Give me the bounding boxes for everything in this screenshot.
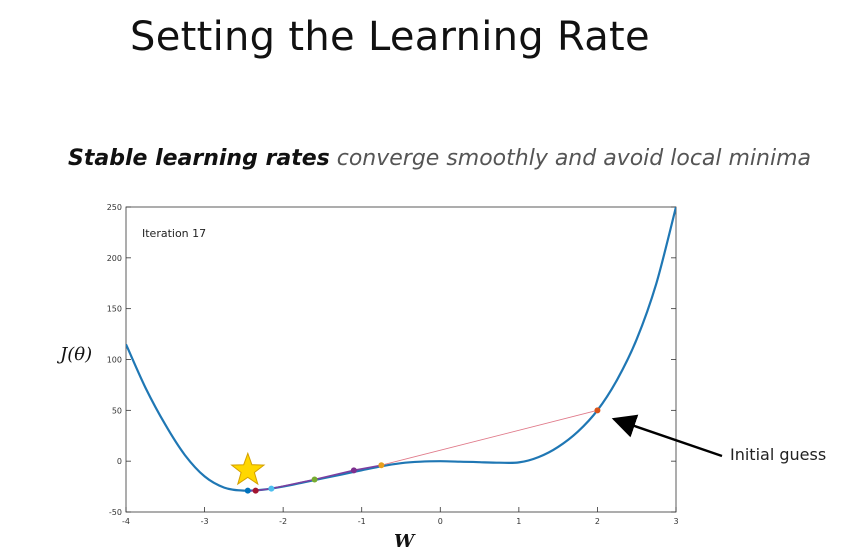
- x-tick-label: 1: [516, 517, 521, 526]
- y-tick-label: 150: [107, 305, 122, 314]
- x-tick-label: 2: [595, 517, 600, 526]
- iterate-point: [350, 467, 357, 474]
- x-axis-label: W: [394, 531, 416, 552]
- x-tick-label: 0: [438, 517, 443, 526]
- y-tick-label: 200: [107, 254, 122, 263]
- x-tick-label: 3: [673, 517, 678, 526]
- iterate-point: [594, 407, 601, 414]
- iterate-point: [311, 476, 318, 483]
- subtitle-emphasis: Stable learning rates: [68, 146, 330, 171]
- y-tick-label: -50: [109, 508, 122, 517]
- iterate-point: [378, 462, 385, 469]
- x-tick-label: -2: [279, 517, 287, 526]
- y-axis-label: J(θ): [56, 344, 92, 365]
- subtitle-rest: converge smoothly and avoid local minima: [329, 146, 812, 171]
- y-tick-label: 250: [107, 203, 122, 212]
- iterate-point: [268, 485, 275, 492]
- callout-label: Initial guess: [730, 445, 826, 464]
- x-tick-label: -4: [122, 517, 130, 526]
- initial-step-line: [381, 409, 598, 466]
- x-tick-label: -1: [358, 517, 366, 526]
- y-tick-label: 100: [107, 356, 122, 365]
- y-tick-label: 50: [112, 406, 122, 415]
- iteration-annotation: Iteration 17: [142, 227, 206, 240]
- callout-arrow: [611, 414, 723, 458]
- iterate-point: [252, 487, 259, 494]
- y-tick-label: 0: [117, 457, 122, 466]
- slide-subtitle: Stable learning rates converge smoothly …: [68, 146, 811, 171]
- loss-curve: [126, 207, 676, 492]
- x-tick-label: -3: [201, 517, 209, 526]
- slide-title: Setting the Learning Rate: [130, 14, 650, 60]
- iterate-point: [244, 487, 251, 494]
- global-minimum-star-icon: [230, 451, 266, 486]
- plot-frame: [125, 206, 677, 513]
